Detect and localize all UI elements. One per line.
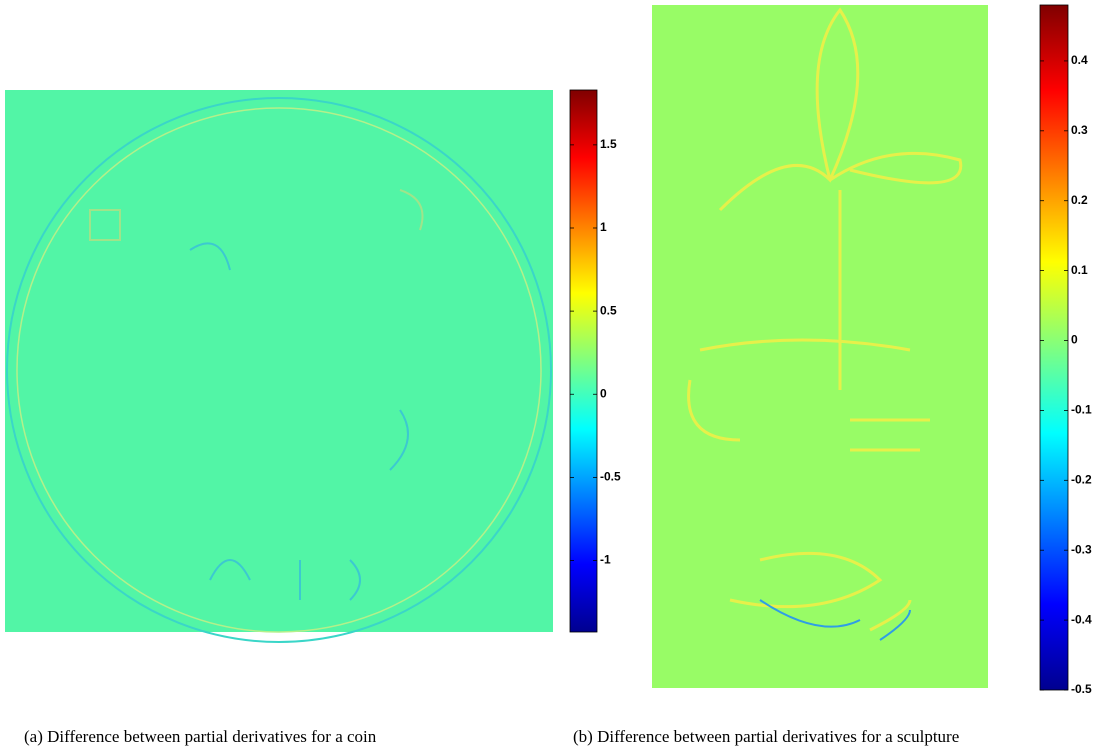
coin-image <box>5 90 553 643</box>
tick-label: 0.5 <box>600 303 617 317</box>
tick-label: -0.5 <box>600 470 621 484</box>
tick-label: -0.3 <box>1071 542 1092 556</box>
tick-label: 0 <box>600 386 607 400</box>
tick-label: -0.5 <box>1071 682 1092 696</box>
tick-label: 0.4 <box>1071 53 1088 67</box>
caption: (a) Difference between partial derivativ… <box>24 727 377 746</box>
tick-label: 0.3 <box>1071 123 1088 137</box>
sculpture-image <box>652 5 988 688</box>
tick-label: -0.1 <box>1071 403 1092 417</box>
tick-label: 1 <box>600 220 607 234</box>
tick-label: 0.2 <box>1071 193 1088 207</box>
tick-label: 1.5 <box>600 137 617 151</box>
colorbar <box>569 89 598 633</box>
tick-label: 0.1 <box>1071 263 1088 277</box>
tick-label: -1 <box>600 553 611 567</box>
caption: (b) Difference between partial derivativ… <box>573 727 959 746</box>
tick-label: -0.4 <box>1071 612 1092 626</box>
tick-label: 0 <box>1071 333 1078 347</box>
tick-label: -0.2 <box>1071 472 1092 486</box>
colorbar <box>1039 4 1069 691</box>
